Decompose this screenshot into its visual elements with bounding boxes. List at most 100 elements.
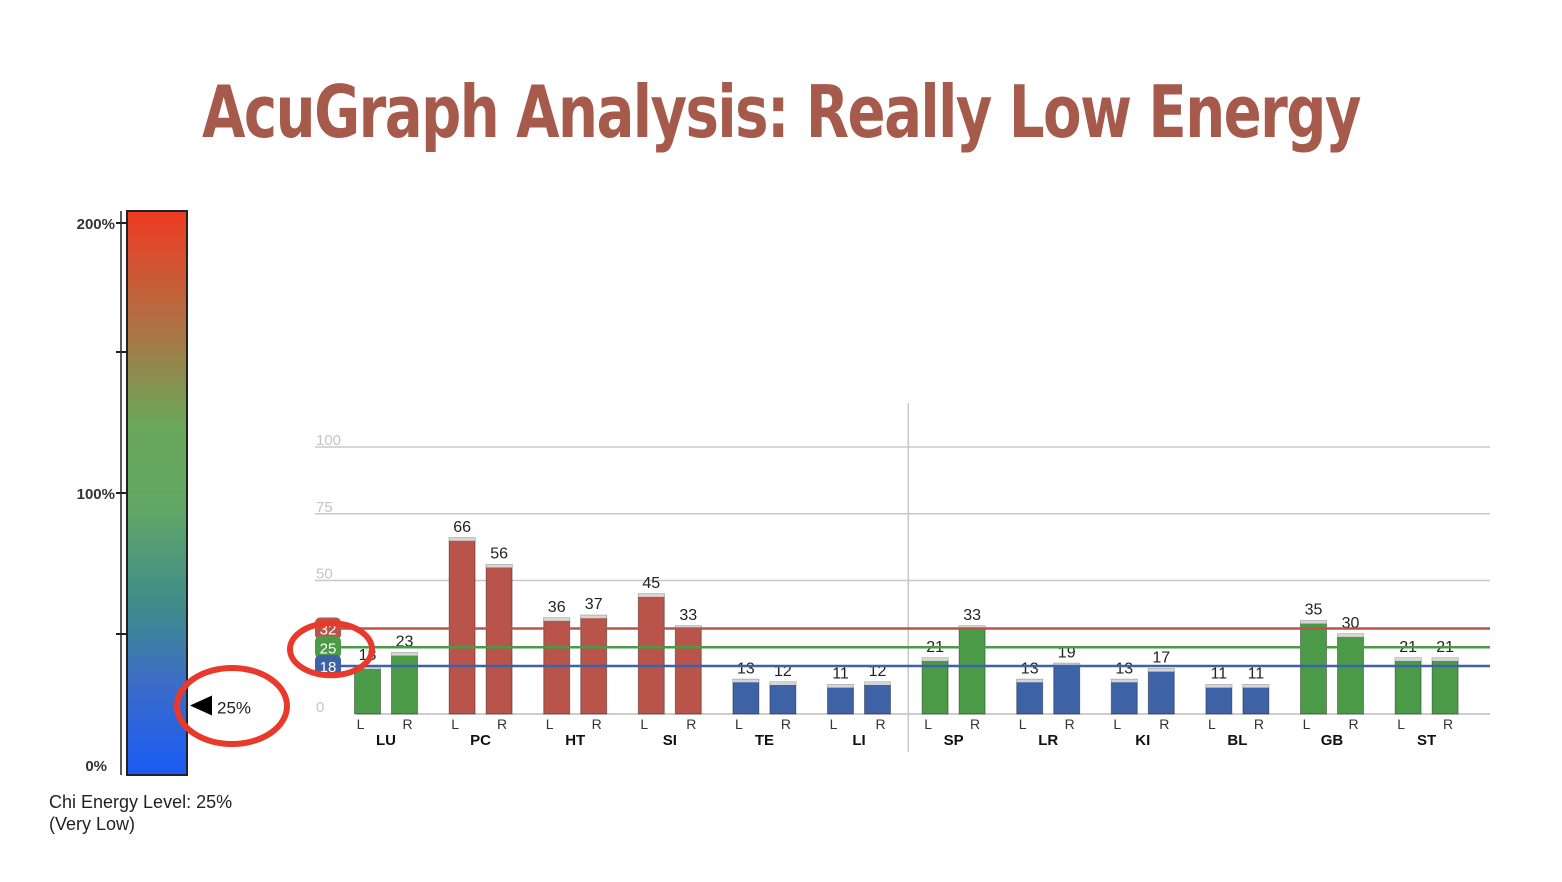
bar-side-label: L (830, 716, 838, 732)
gauge-caption-status: (Very Low) (49, 814, 136, 834)
bar-value-label: 33 (963, 607, 981, 624)
category-label-si: SI (663, 732, 677, 749)
bar-side-label: R (592, 716, 602, 732)
bar-cap (864, 681, 891, 685)
bar-pc-r (485, 563, 513, 715)
gauge-caption-level: Chi Energy Level: 25% (49, 792, 233, 812)
bar-side-label: R (1254, 716, 1264, 732)
bar-li-l (827, 684, 854, 715)
bar-lu-l (354, 665, 381, 715)
bar-side-label: R (875, 716, 885, 732)
gauge-bar (126, 210, 188, 776)
bar-lr-l (1016, 678, 1044, 715)
category-label-ki: KI (1135, 732, 1150, 749)
bar-side-label: R (970, 716, 980, 732)
bar-side-label: R (1443, 716, 1453, 732)
bar-side-label: R (781, 716, 791, 732)
category-label-st: ST (1417, 732, 1436, 749)
bar-si-r (674, 625, 702, 715)
bar-value-label: 45 (642, 575, 660, 592)
bar-lr-r (1053, 662, 1081, 715)
y-tick-label: 75 (316, 499, 333, 516)
gauge-label-200: 200% (77, 216, 115, 233)
bar-side-label: R (1348, 716, 1358, 732)
bar-bl-r (1242, 684, 1270, 715)
bar-side-label: R (497, 716, 507, 732)
bar-side-label: L (1208, 716, 1216, 732)
bar-cap (486, 564, 513, 568)
reference-badge-18 (315, 654, 341, 677)
bar-lu-r (391, 652, 418, 715)
bar-value-label: 37 (585, 596, 603, 613)
category-label-li: LI (852, 732, 865, 749)
category-label-lr: LR (1038, 732, 1058, 749)
bar-value-label: 13 (1021, 660, 1039, 677)
bar-cap (1111, 679, 1138, 683)
category-label-ht: HT (565, 732, 585, 749)
bar-side-label: L (640, 716, 648, 732)
bar-side-label: L (1113, 716, 1121, 732)
bar-te-r (769, 681, 797, 715)
bar-cap (543, 617, 570, 621)
category-label-sp: SP (944, 732, 964, 749)
gauge-label-0: 0% (85, 758, 107, 775)
bar-cap (1242, 684, 1269, 688)
bar-value-label: 17 (1152, 650, 1170, 667)
bar-side-label: R (686, 716, 696, 732)
bar-side-label: L (357, 716, 365, 732)
bar-side-label: L (546, 716, 554, 732)
category-label-pc: PC (470, 732, 491, 749)
category-label-bl: BL (1227, 732, 1247, 749)
bar-st-l (1394, 657, 1422, 715)
bar-cap (1432, 657, 1459, 661)
bar-side-label: L (1303, 716, 1311, 732)
bar-cap (1148, 668, 1175, 672)
bar-cap (922, 657, 949, 661)
bar-cap (1205, 684, 1232, 688)
bar-cap (1016, 679, 1043, 683)
bar-ki-r (1147, 668, 1175, 715)
y-tick-label: 100 (316, 432, 341, 449)
gauge-caption: Chi Energy Level: 25% (Very Low) (49, 791, 232, 835)
bar-value-label: 33 (679, 607, 697, 624)
bar-cap (1300, 620, 1327, 624)
y-tick-label: 50 (316, 566, 333, 583)
bar-pc-l (448, 537, 476, 715)
bar-cap (580, 615, 607, 619)
slide-title: AcuGraph Analysis: Really Low Energy (202, 70, 1362, 154)
bar-value-label: 11 (1248, 666, 1265, 683)
bar-value-label: 13 (737, 660, 755, 677)
bar-value-label: 56 (490, 545, 508, 562)
bar-cap (1395, 657, 1422, 661)
bar-cap (732, 679, 759, 683)
bar-ki-l (1110, 678, 1138, 715)
bar-ht-r (580, 614, 608, 715)
bar-si-l (637, 593, 665, 715)
category-label-lu: LU (376, 732, 396, 749)
bar-side-label: R (1065, 716, 1075, 732)
reference-badge-25 (315, 636, 341, 659)
bar-value-label: 19 (1058, 644, 1076, 661)
bar-value-label: 11 (1211, 666, 1228, 683)
bar-value-label: 12 (774, 663, 792, 680)
bar-gb-l (1300, 620, 1327, 715)
reference-badge-label: 18 (320, 659, 337, 676)
bar-sp-r (958, 625, 986, 715)
bar-value-label: 12 (869, 663, 887, 680)
bar-value-label: 35 (1305, 602, 1323, 619)
bar-side-label: R (402, 716, 412, 732)
reference-badge-label: 25 (320, 640, 337, 657)
bar-side-label: L (1397, 716, 1405, 732)
category-label-gb: GB (1321, 732, 1344, 749)
gauge-pointer-icon (190, 695, 212, 716)
bar-side-label: L (924, 716, 932, 732)
bar-side-label: L (451, 716, 459, 732)
bar-gb-r (1337, 633, 1364, 715)
bar-bl-l (1205, 684, 1233, 715)
y-tick-label: 0 (316, 699, 324, 716)
bar-cap (354, 665, 381, 669)
bar-value-label: 66 (453, 519, 471, 536)
bar-cap (1337, 633, 1364, 637)
bar-side-label: L (735, 716, 743, 732)
